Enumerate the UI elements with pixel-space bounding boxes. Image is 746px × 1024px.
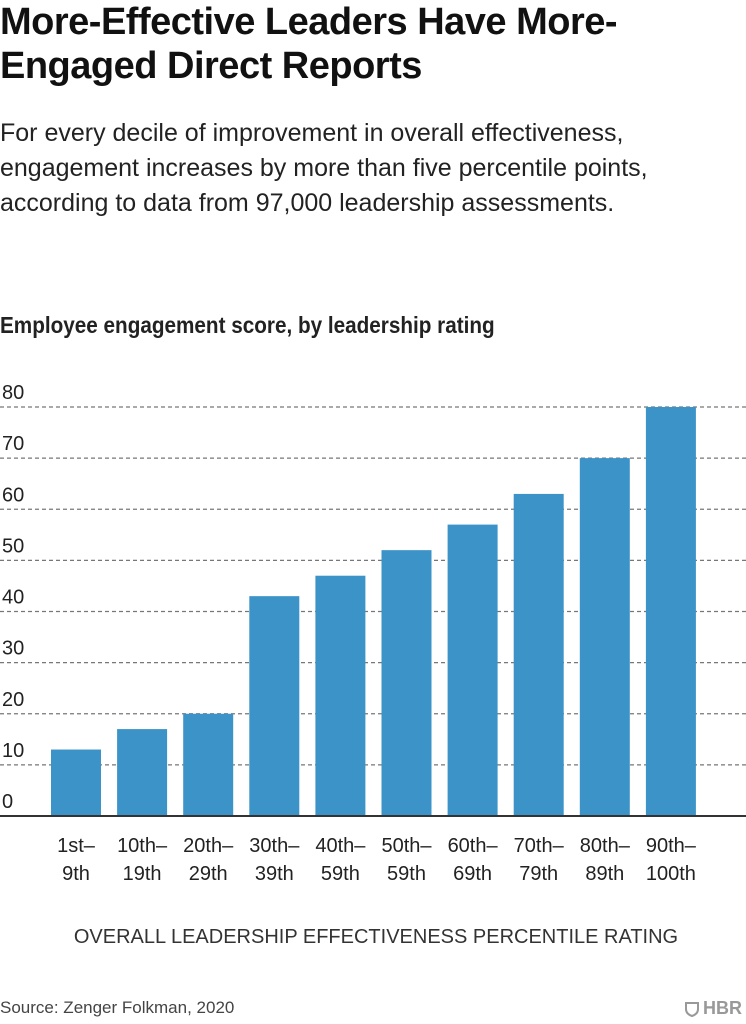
logo-text: HBR	[703, 998, 742, 1018]
hbr-logo: HBR	[685, 998, 742, 1019]
x-tick-label: 80th–	[580, 835, 631, 857]
bar	[249, 596, 300, 816]
bar	[513, 493, 564, 816]
chart-headline: More-Effective Leaders Have More-Engaged…	[0, 1, 618, 87]
bar	[183, 713, 234, 816]
x-tick-label: 59th	[387, 863, 426, 885]
x-tick-label: 20th–	[183, 835, 234, 857]
bar	[645, 407, 696, 816]
y-tick-label: 40	[2, 587, 24, 609]
x-tick-label: 9th	[62, 863, 90, 885]
x-tick-label: 10th–	[117, 835, 168, 857]
y-tick-label: 50	[2, 535, 24, 557]
chart-subtitle: For every decile of improvement in overa…	[0, 119, 648, 217]
x-tick-label: 100th	[646, 863, 696, 885]
x-tick-label: 60th–	[448, 835, 499, 857]
y-tick-label: 80	[2, 382, 24, 404]
bar	[117, 729, 168, 816]
x-tick-label: 19th	[123, 863, 162, 885]
x-tick-label: 1st–	[57, 835, 96, 857]
x-axis-label: OVERALL LEADERSHIP EFFECTIVENESS PERCENT…	[74, 926, 678, 948]
y-tick-label: 10	[2, 740, 24, 762]
x-tick-label: 59th	[321, 863, 360, 885]
bar	[315, 575, 366, 816]
x-tick-label: 69th	[453, 863, 492, 885]
y-tick-label: 0	[2, 791, 13, 813]
bar	[381, 550, 432, 816]
x-tick-label: 40th–	[315, 835, 366, 857]
y-tick-label: 30	[2, 638, 24, 660]
shield-icon	[685, 1001, 699, 1017]
chart-title: Employee engagement score, by leadership…	[0, 312, 495, 338]
x-tick-label: 30th–	[249, 835, 300, 857]
bar	[51, 749, 101, 816]
x-tick-label: 29th	[189, 863, 228, 885]
bar	[579, 458, 630, 816]
y-tick-label: 60	[2, 484, 24, 506]
x-tick-label: 50th–	[381, 835, 432, 857]
y-tick-label: 20	[2, 689, 24, 711]
x-tick-label: 89th	[585, 863, 624, 885]
x-tick-label: 79th	[519, 863, 558, 885]
y-tick-label: 70	[2, 433, 24, 455]
x-tick-label: 39th	[255, 863, 294, 885]
source-note: Source: Zenger Folkman, 2020	[0, 998, 235, 1017]
x-tick-label: 70th–	[514, 835, 565, 857]
bar	[447, 524, 498, 816]
x-tick-label: 90th–	[646, 835, 697, 857]
